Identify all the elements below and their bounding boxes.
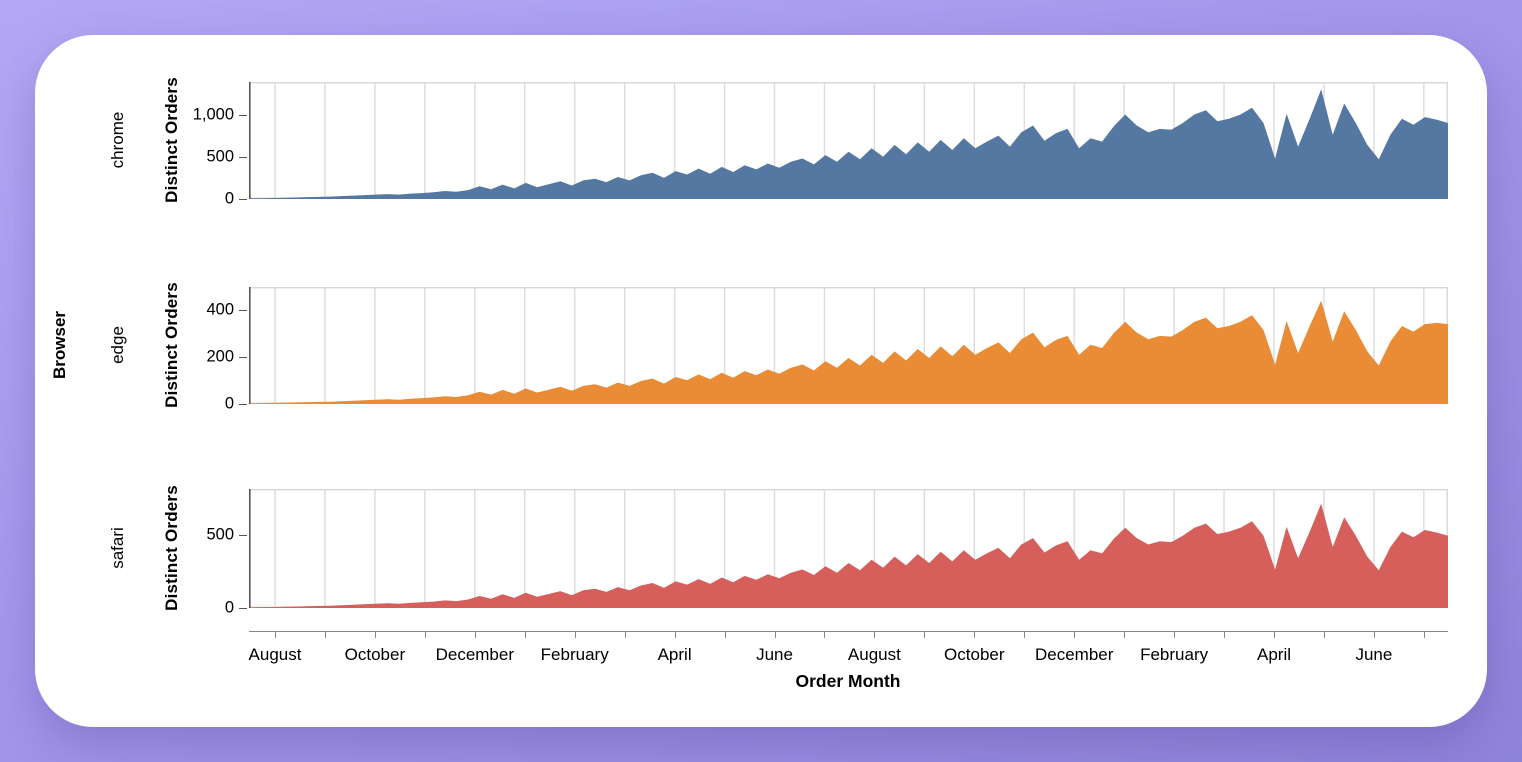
y-tick-label: 400 bbox=[206, 300, 234, 319]
x-tick-label: December bbox=[435, 645, 515, 664]
x-tick-mark bbox=[1323, 631, 1325, 638]
x-tick-mark bbox=[374, 631, 376, 638]
x-tick-mark bbox=[275, 631, 276, 638]
x-tick-mark bbox=[674, 631, 676, 638]
x-tick-label: August bbox=[847, 645, 901, 664]
y-axis-title-chrome: Distinct Orders bbox=[162, 77, 181, 203]
facet-label-chrome: chrome bbox=[108, 111, 127, 169]
x-tick-label: February bbox=[1140, 645, 1209, 664]
y-tick-label: 1,000 bbox=[192, 105, 234, 124]
x-tick-mark bbox=[1274, 631, 1275, 638]
x-tick-mark bbox=[1423, 631, 1425, 638]
area-chart-edge bbox=[249, 287, 1448, 404]
x-tick-mark bbox=[974, 631, 976, 638]
y-tick-mark bbox=[239, 404, 247, 405]
x-tick-label: February bbox=[540, 645, 609, 664]
x-tick-mark bbox=[924, 631, 926, 638]
y-axis-title-safari: Distinct Orders bbox=[162, 485, 181, 611]
facet-axis-title: Browser bbox=[50, 310, 69, 380]
y-tick-mark bbox=[239, 608, 247, 609]
x-tick-mark bbox=[1373, 631, 1375, 638]
y-tick-mark bbox=[239, 199, 247, 200]
x-tick-label: June bbox=[756, 645, 793, 664]
y-tick-label: 0 bbox=[224, 189, 234, 208]
x-tick-label: October bbox=[944, 645, 1005, 664]
y-tick-label: 500 bbox=[206, 147, 234, 166]
facet-label-edge: edge bbox=[108, 326, 127, 364]
x-tick-mark bbox=[1074, 631, 1076, 638]
x-tick-label: December bbox=[1034, 645, 1114, 664]
y-tick-mark bbox=[239, 156, 247, 158]
area-chart-chrome bbox=[249, 82, 1448, 199]
y-tick-label: 500 bbox=[206, 525, 234, 544]
area-chart-safari bbox=[249, 489, 1448, 608]
y-axis-title-edge: Distinct Orders bbox=[162, 282, 181, 408]
x-tick-mark bbox=[474, 631, 476, 638]
x-tick-mark bbox=[524, 631, 526, 638]
x-axis-line bbox=[249, 631, 1448, 632]
y-tick-mark bbox=[239, 357, 247, 358]
x-tick-mark bbox=[724, 631, 726, 638]
x-tick-mark bbox=[774, 631, 776, 638]
x-tick-mark bbox=[824, 631, 826, 638]
y-tick-label: 0 bbox=[224, 598, 234, 617]
x-axis-title: Order Month bbox=[795, 671, 901, 691]
x-tick-mark bbox=[874, 631, 876, 638]
x-tick-mark bbox=[1224, 631, 1226, 638]
x-tick-label: August bbox=[248, 645, 302, 664]
y-tick-label: 0 bbox=[224, 394, 234, 413]
x-tick-mark bbox=[324, 631, 326, 638]
x-tick-mark bbox=[624, 631, 626, 638]
y-tick-mark bbox=[239, 114, 247, 116]
x-tick-mark bbox=[1124, 631, 1126, 638]
y-tick-mark bbox=[239, 310, 247, 312]
x-tick-mark bbox=[1024, 631, 1026, 638]
x-tick-mark bbox=[424, 631, 426, 638]
x-tick-label: April bbox=[1256, 645, 1292, 664]
y-tick-label: 200 bbox=[206, 347, 234, 366]
x-tick-mark bbox=[574, 631, 576, 638]
x-tick-label: April bbox=[657, 645, 692, 664]
x-tick-mark bbox=[1174, 631, 1176, 638]
facet-label-safari: safari bbox=[108, 527, 127, 569]
y-tick-mark bbox=[239, 534, 247, 536]
x-tick-label: June bbox=[1355, 645, 1393, 664]
x-tick-label: October bbox=[344, 645, 406, 664]
